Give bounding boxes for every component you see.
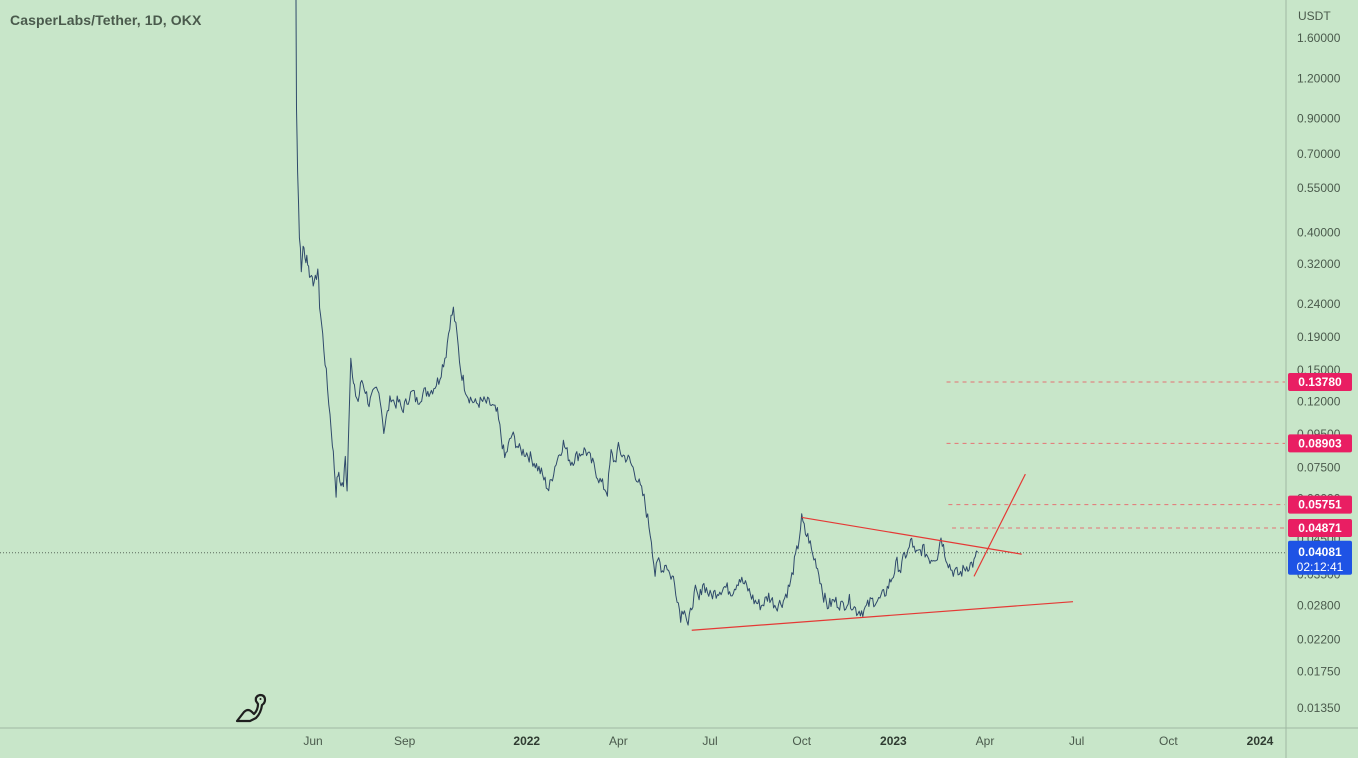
target-level-label: 0.04871: [1298, 521, 1342, 535]
y-tick-label: 0.24000: [1297, 297, 1341, 311]
target-level-badge: [1288, 495, 1352, 514]
x-tick-label: 2024: [1247, 734, 1274, 748]
x-tick-label: 2023: [880, 734, 907, 748]
target-level-label: 0.13780: [1298, 375, 1342, 389]
x-tick-label: Jun: [303, 734, 322, 748]
candle-countdown: 02:12:41: [1297, 560, 1344, 574]
x-tick-label: Apr: [609, 734, 628, 748]
y-tick-label: 0.02800: [1297, 599, 1341, 613]
currency-label: USDT: [1298, 9, 1331, 23]
y-tick-label: 0.02200: [1297, 632, 1341, 646]
trendline[interactable]: [801, 516, 1022, 555]
target-level-badge: [1288, 518, 1352, 537]
y-tick-label: 0.70000: [1297, 147, 1341, 161]
x-tick-label: Oct: [1159, 734, 1178, 748]
x-tick-label: 2022: [513, 734, 540, 748]
y-tick-label: 0.19000: [1297, 330, 1341, 344]
trendline[interactable]: [973, 473, 1026, 577]
target-level-label: 0.08903: [1298, 436, 1342, 450]
y-tick-label: 0.12000: [1297, 394, 1341, 408]
x-tick-label: Jul: [702, 734, 717, 748]
x-tick-label: Apr: [976, 734, 995, 748]
last-price-label: 0.04081: [1298, 545, 1342, 559]
y-tick-label: 0.90000: [1297, 112, 1341, 126]
target-level-badge: [1288, 373, 1352, 392]
y-tick-label: 0.32000: [1297, 257, 1341, 271]
x-tick-label: Sep: [394, 734, 416, 748]
x-tick-label: Oct: [792, 734, 811, 748]
y-tick-label: 0.01750: [1297, 665, 1341, 679]
target-level-label: 0.05751: [1298, 498, 1342, 512]
x-tick-label: Jul: [1069, 734, 1084, 748]
y-tick-label: 0.55000: [1297, 181, 1341, 195]
y-tick-label: 1.20000: [1297, 71, 1341, 85]
symbol-title[interactable]: CasperLabs/Tether, 1D, OKX: [10, 12, 202, 28]
y-tick-label: 1.60000: [1297, 31, 1341, 45]
y-tick-label: 0.40000: [1297, 226, 1341, 240]
last-price-badge: [1288, 540, 1352, 575]
y-tick-label: 0.01350: [1297, 701, 1341, 715]
y-tick-label: 0.07500: [1297, 460, 1341, 474]
target-level-badge: [1288, 434, 1352, 453]
trendline[interactable]: [691, 601, 1074, 631]
tradingview-dino-icon: [235, 693, 267, 723]
price-series-line[interactable]: [295, 0, 979, 626]
